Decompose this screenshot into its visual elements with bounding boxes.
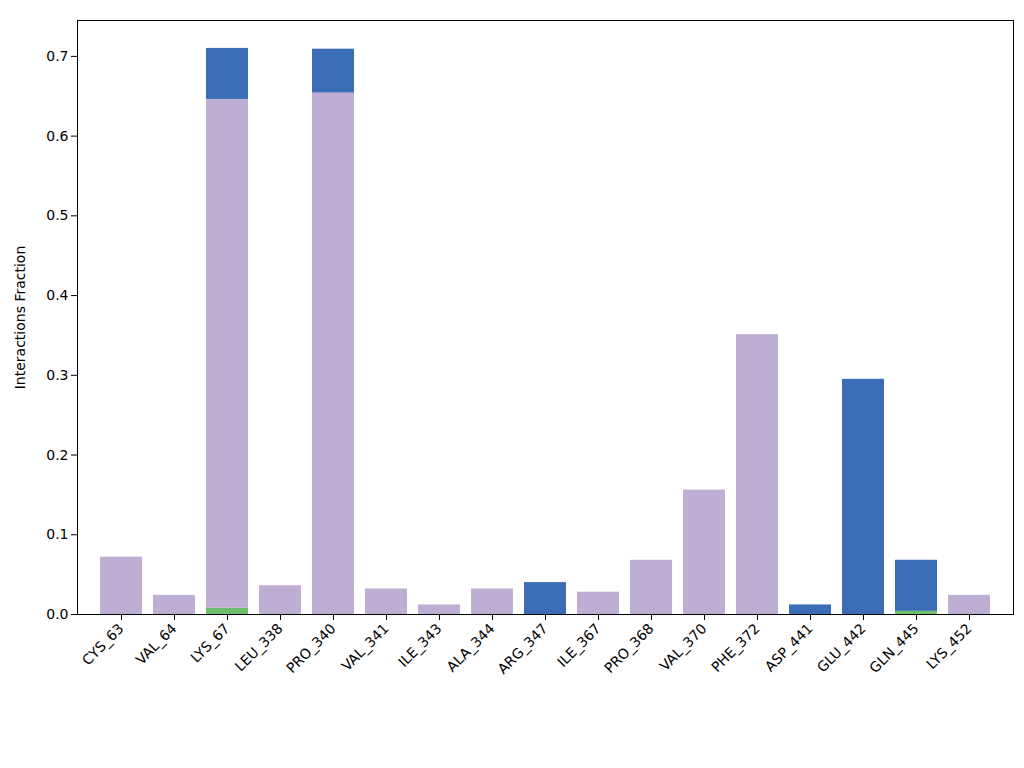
- svg-text:ARG_347: ARG_347: [494, 620, 550, 676]
- svg-text:PRO_340: PRO_340: [283, 620, 339, 676]
- svg-text:Interactions Fraction: Interactions Fraction: [12, 246, 28, 390]
- svg-text:LEU_338: LEU_338: [232, 620, 286, 674]
- svg-text:0.2: 0.2: [46, 447, 68, 463]
- svg-text:0.3: 0.3: [46, 367, 68, 383]
- svg-text:0.1: 0.1: [46, 526, 68, 542]
- svg-text:ILE_343: ILE_343: [395, 620, 445, 670]
- svg-text:CYS_63: CYS_63: [79, 620, 127, 668]
- svg-text:GLN_445: GLN_445: [866, 620, 922, 676]
- svg-text:LYS_67: LYS_67: [187, 620, 232, 665]
- svg-text:LYS_452: LYS_452: [923, 620, 975, 672]
- svg-text:ASP_441: ASP_441: [762, 620, 816, 674]
- svg-text:0.6: 0.6: [46, 128, 68, 144]
- svg-text:ALA_344: ALA_344: [443, 620, 498, 675]
- svg-text:VAL_370: VAL_370: [656, 620, 710, 674]
- svg-text:0.0: 0.0: [46, 606, 68, 622]
- svg-text:VAL_341: VAL_341: [338, 620, 392, 674]
- svg-text:0.7: 0.7: [46, 48, 68, 64]
- svg-text:ILE_367: ILE_367: [554, 620, 604, 670]
- svg-text:PRO_368: PRO_368: [601, 620, 657, 676]
- svg-text:PHE_372: PHE_372: [708, 620, 763, 675]
- svg-text:GLU_442: GLU_442: [814, 620, 869, 675]
- svg-text:VAL_64: VAL_64: [133, 620, 180, 667]
- svg-text:0.5: 0.5: [46, 207, 68, 223]
- svg-text:0.4: 0.4: [46, 287, 68, 303]
